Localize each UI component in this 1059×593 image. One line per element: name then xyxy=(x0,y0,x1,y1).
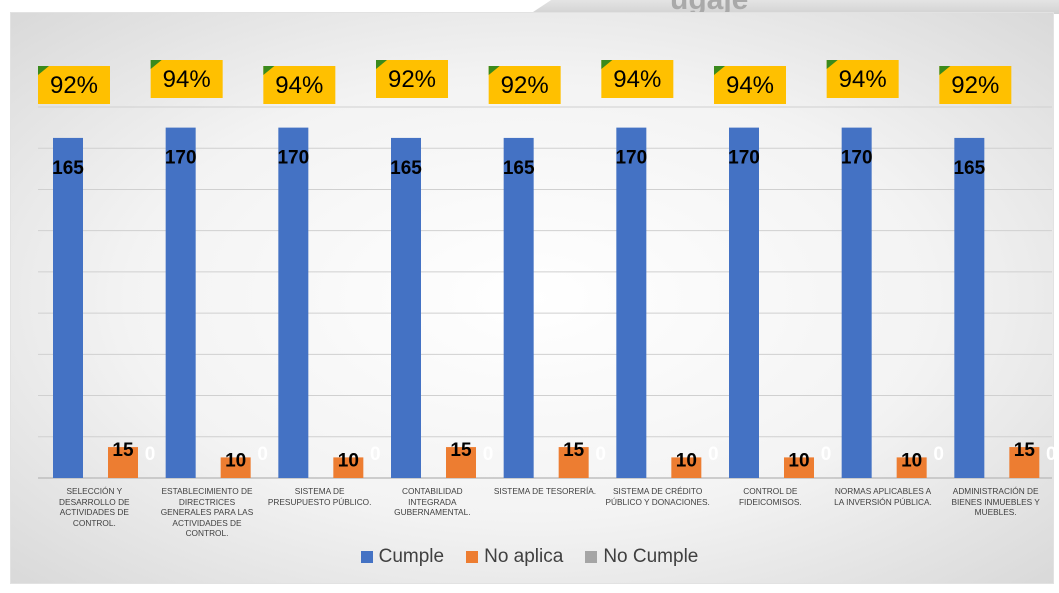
bar-cumple xyxy=(841,127,872,478)
percent-callout-marker xyxy=(826,60,838,69)
bar-no-aplica xyxy=(333,457,364,478)
legend-item-no-cumple: No Cumple xyxy=(585,546,698,568)
bar-cumple xyxy=(954,137,985,478)
percent-callout-marker xyxy=(939,66,951,75)
percent-label: 92% xyxy=(501,72,549,99)
percent-callout-marker xyxy=(150,60,162,69)
bar-no-aplica xyxy=(108,447,138,478)
bar-cumple xyxy=(165,127,196,478)
data-label-cumple: 170 xyxy=(277,148,309,169)
bar-cumple xyxy=(53,137,83,478)
bar-no-aplica xyxy=(784,457,814,478)
data-label-no-cumple: 0 xyxy=(821,444,832,465)
legend-label-no-cumple: No Cumple xyxy=(603,546,699,567)
legend-swatch-no-aplica xyxy=(466,551,479,563)
percent-label: 94% xyxy=(275,72,323,99)
data-label-no-aplica: 10 xyxy=(788,450,809,471)
x-tick-label: Sistema de crédito público y donaciones. xyxy=(605,486,710,507)
data-label-cumple: 170 xyxy=(165,148,197,169)
x-tick-label: Administración de bienes inmuebles y mue… xyxy=(951,486,1040,517)
bar-cumple xyxy=(616,127,647,478)
data-label-no-aplica: 15 xyxy=(112,440,134,461)
percent-label: 94% xyxy=(163,66,211,93)
percent-callout-box xyxy=(601,60,674,98)
header-tab: ugaje xyxy=(530,0,1059,14)
data-label-no-cumple: 0 xyxy=(1046,444,1057,465)
data-label-cumple: 170 xyxy=(728,148,760,169)
legend-swatch-cumple xyxy=(360,551,373,563)
bar-cumple xyxy=(391,137,421,478)
data-label-cumple: 165 xyxy=(503,158,535,179)
legend-item-cumple: Cumple xyxy=(360,546,445,568)
percent-label: 92% xyxy=(50,72,98,99)
data-label-no-cumple: 0 xyxy=(370,444,381,465)
data-label-no-aplica: 10 xyxy=(338,450,359,471)
data-label-no-aplica: 10 xyxy=(901,450,922,471)
percent-callout-box xyxy=(150,60,223,98)
bar-no-aplica xyxy=(671,457,702,478)
x-tick-label: Contabilidad integrada gubernamental. xyxy=(394,486,471,517)
bar-no-aplica xyxy=(220,457,251,478)
legend-item-no-aplica: No aplica xyxy=(466,546,563,568)
percent-callout-box xyxy=(38,66,110,104)
percent-label: 94% xyxy=(839,66,887,93)
percent-callout-box xyxy=(376,60,448,98)
percent-callout-marker xyxy=(488,66,500,75)
legend-label-no-aplica: No aplica xyxy=(484,546,564,567)
bar-no-aplica xyxy=(446,447,476,478)
data-label-no-aplica: 15 xyxy=(1014,440,1036,461)
legend-swatch-no-cumple xyxy=(585,551,598,563)
data-label-no-cumple: 0 xyxy=(708,444,719,465)
percent-callout-box xyxy=(714,66,786,104)
data-label-cumple: 165 xyxy=(52,158,84,179)
data-label-no-cumple: 0 xyxy=(145,444,156,465)
data-label-no-cumple: 0 xyxy=(483,444,494,465)
header-fragment: ugaje xyxy=(670,0,748,14)
percent-label: 92% xyxy=(951,72,999,99)
data-label-no-aplica: 10 xyxy=(676,450,697,471)
data-label-cumple: 165 xyxy=(953,158,985,179)
data-label-no-aplica: 10 xyxy=(225,450,246,471)
x-tick-label: Control de fideicomisos. xyxy=(738,486,802,507)
percent-label: 92% xyxy=(388,66,436,93)
legend: Cumple No aplica No Cumple xyxy=(0,546,1059,568)
percent-label: 94% xyxy=(613,66,661,93)
bar-no-aplica xyxy=(558,447,589,478)
data-label-no-cumple: 0 xyxy=(595,444,606,465)
bar-cumple xyxy=(503,137,534,478)
x-tick-label: Sistema de presupuesto público. xyxy=(267,486,372,507)
data-label-no-cumple: 0 xyxy=(933,444,944,465)
percent-callout-marker xyxy=(38,66,49,75)
data-label-no-aplica: 15 xyxy=(450,440,472,461)
legend-label-cumple: Cumple xyxy=(378,546,445,567)
x-tick-label: Establecimiento de directrices generales… xyxy=(160,486,254,538)
data-label-cumple: 170 xyxy=(615,148,647,169)
x-tick-label: Sistema de tesorería. xyxy=(493,486,597,496)
data-label-cumple: 165 xyxy=(390,158,422,179)
percent-callout-marker xyxy=(263,66,275,75)
percent-callout-marker xyxy=(714,66,725,75)
percent-label: 94% xyxy=(726,72,774,99)
percent-callout-marker xyxy=(601,60,613,69)
percent-callout-box xyxy=(263,66,336,104)
percent-callout-box xyxy=(826,60,899,98)
percent-callout-marker xyxy=(376,60,387,69)
percent-callout-box xyxy=(939,66,1012,104)
bar-no-aplica xyxy=(1009,447,1040,478)
data-label-no-cumple: 0 xyxy=(257,444,268,465)
x-tick-label: Normas aplicables a la inversión pública… xyxy=(834,486,932,507)
bar-cumple xyxy=(278,127,309,478)
percent-callout-box xyxy=(488,66,561,104)
x-tick-label: Selección y desarrollo de actividades de… xyxy=(59,486,130,528)
data-label-no-aplica: 15 xyxy=(563,440,585,461)
bar-no-aplica xyxy=(896,457,927,478)
bar-cumple xyxy=(729,127,759,478)
data-label-cumple: 170 xyxy=(841,148,873,169)
